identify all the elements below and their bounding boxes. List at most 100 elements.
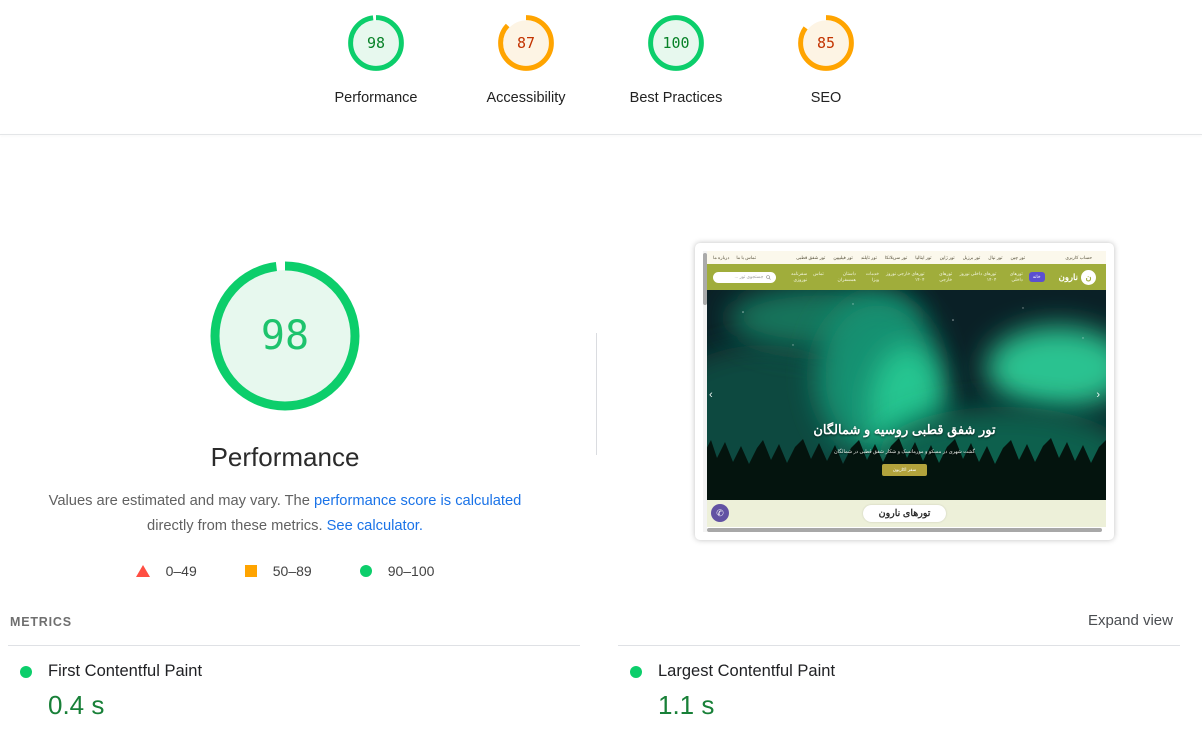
hero-content: تور شفق قطبی روسیه و شمالگان گشت شهری در… <box>703 290 1106 500</box>
hero-cta-button: سفر اکازیون <box>881 464 928 476</box>
search-placeholder: جستجوی تور ... <box>734 274 764 279</box>
metric-name: Largest Contentful Paint <box>658 662 836 680</box>
tours-pill: تورهای نارون <box>862 505 947 522</box>
screenshot-nav-link: تورهای داخلی نوروز ۱۴۰۴ <box>959 271 997 282</box>
gauge-performance[interactable]: 98 Performance <box>324 14 428 106</box>
screenshot-info-link: درباره ما <box>713 254 730 260</box>
metrics-grid: First Contentful Paint 0.4 s Largest Con… <box>8 645 1180 721</box>
legend-fail: 0–49 <box>135 563 197 579</box>
description-text: Values are estimated and may vary. The <box>48 493 314 509</box>
metrics-section-title: METRICS <box>10 615 72 629</box>
gauge-arc-icon <box>798 15 854 71</box>
screenshot-nav-link: تورهای خارجی <box>939 271 953 282</box>
screenshot-tour-link: تور نپال <box>988 254 1003 260</box>
big-gauge-score: 98 <box>260 313 310 359</box>
screenshot-home-badge: خانه <box>1028 272 1045 282</box>
viber-icon: ✆ <box>711 504 729 522</box>
screenshot-info-link: تماس با ما <box>736 254 756 260</box>
legend-pass: 90–100 <box>359 563 435 579</box>
seo-score: 85 <box>816 34 836 52</box>
calc-explainer-link[interactable]: performance score is calculated <box>313 493 522 509</box>
hero-title: تور شفق قطبی روسیه و شمالگان <box>813 422 996 437</box>
horizontal-scrollbar <box>707 527 1102 532</box>
horizontal-scrollbar-thumb <box>707 527 1102 532</box>
performance-big-gauge[interactable]: 98 <box>209 260 361 412</box>
screenshot-nav-link: تماس <box>813 271 824 276</box>
screenshot-site: حساب کاربری تور چین تور نپال تور برزیل تور … <box>703 251 1106 532</box>
accessibility-score: 87 <box>516 34 536 52</box>
screenshot-tour-link: تور ایتالیا <box>915 254 932 260</box>
metric-fcp: First Contentful Paint 0.4 s <box>8 645 580 721</box>
seo-label: SEO <box>810 90 842 106</box>
best-practices-score: 100 <box>662 34 690 52</box>
vertical-scrollbar <box>703 251 707 532</box>
screenshot-nav-link: خدمات ویزا <box>865 271 880 282</box>
metric-value: 0.4 s <box>48 690 105 720</box>
best-practices-gauge-ring: 100 <box>647 14 705 72</box>
screenshot-nav-link: داستان همسفران <box>837 271 856 282</box>
metric-lcp: Largest Contentful Paint 1.1 s <box>618 645 1180 721</box>
screenshot-hero: تور شفق قطبی روسیه و شمالگان گشت شهری در… <box>703 290 1106 500</box>
performance-score-section: 98 Performance Values are estimated and … <box>0 134 570 579</box>
metric-value: 1.1 s <box>658 690 715 720</box>
score-description: Values are estimated and may vary. The p… <box>31 489 539 539</box>
brand-name: نارون <box>1058 271 1078 282</box>
screenshot-nav-link: تورهای خارجی نوروز ۱۴۰۴ <box>886 271 925 282</box>
metric-pass-dot-icon <box>630 665 642 678</box>
pass-circle-icon <box>359 565 372 577</box>
screenshot-bottombar: تورهای نارون ✆ <box>703 500 1106 527</box>
average-range-label: 50–89 <box>272 563 312 579</box>
screenshot-topbar: حساب کاربری تور چین تور نپال تور برزیل تور … <box>703 251 1106 264</box>
performance-label: Performance <box>334 90 418 106</box>
legend-average: 50–89 <box>244 563 312 579</box>
screenshot-nav-links: تورهای داخلی تورهای داخلی نوروز ۱۴۰۴ تورها… <box>782 271 1023 283</box>
screenshot-tour-link: تور برزیل <box>962 254 981 260</box>
seo-gauge-ring: 85 <box>797 14 855 72</box>
see-calculator-link[interactable]: See calculator. <box>326 518 423 534</box>
site-logo-icon: ن <box>1081 269 1096 285</box>
screenshot-tour-link: تور فیلیپین <box>833 254 853 260</box>
final-screenshot-thumbnail[interactable]: حساب کاربری تور چین تور نپال تور برزیل تور … <box>695 243 1114 540</box>
average-square-icon <box>244 565 257 577</box>
screenshot-tour-link: تور ژاپن <box>939 254 955 260</box>
fail-range-label: 0–49 <box>165 563 197 579</box>
best-practices-label: Best Practices <box>629 90 723 106</box>
gauge-best-practices[interactable]: 100 Best Practices <box>624 14 728 106</box>
gauge-seo[interactable]: 85 SEO <box>774 14 878 106</box>
accessibility-gauge-ring: 87 <box>497 14 555 72</box>
performance-score: 98 <box>366 34 386 52</box>
metric-pass-dot-icon <box>20 665 32 678</box>
gauge-arc-icon <box>348 15 404 71</box>
screenshot-brand: ن نارون <box>1058 269 1096 285</box>
scores-header: 98 Performance 87 Accessibility 100 Best… <box>0 14 1202 106</box>
gauge-arc-icon <box>498 15 554 71</box>
gauge-arc-icon <box>648 15 704 71</box>
screenshot-tour-link: تور سریلانکا <box>884 254 908 260</box>
header-divider <box>0 134 1202 135</box>
accessibility-label: Accessibility <box>486 90 566 106</box>
score-legend: 0–49 50–89 90–100 <box>0 563 570 579</box>
pass-range-label: 90–100 <box>387 563 435 579</box>
screenshot-tour-links: تور چین تور نپال تور برزیل تور ژاپن تور ایتا… <box>796 255 1025 261</box>
gauge-accessibility[interactable]: 87 Accessibility <box>474 14 578 106</box>
big-gauge-arc-icon <box>210 261 360 411</box>
vertical-scrollbar-thumb <box>703 253 707 305</box>
carousel-next-icon: › <box>709 389 713 401</box>
fail-triangle-icon <box>135 565 150 577</box>
carousel-prev-icon: ‹ <box>1096 389 1100 401</box>
screenshot-account-link: حساب کاربری <box>1065 254 1092 260</box>
screenshot-nav-link: تورهای داخلی <box>1009 271 1023 282</box>
screenshot-search-box: جستجوی تور ... <box>713 271 777 283</box>
description-text: directly from these metrics. <box>147 518 327 534</box>
screenshot-tour-link: تور تایلند <box>860 254 877 260</box>
aurora-background <box>703 290 1106 500</box>
performance-gauge-ring: 98 <box>347 14 405 72</box>
metric-name: First Contentful Paint <box>48 662 203 680</box>
screenshot-tour-link: تور چین <box>1010 254 1026 260</box>
hero-subtitle: گشت شهری در مسکو و مورمانسک و شکار شفق ق… <box>833 449 976 455</box>
screenshot-info-links: تماس با ما درباره ما <box>713 255 756 261</box>
column-divider <box>596 333 597 455</box>
page-title: Performance <box>210 442 360 472</box>
expand-view-button[interactable]: Expand view <box>1087 612 1173 629</box>
screenshot-tour-link: تور شفق قطبی <box>796 254 826 260</box>
